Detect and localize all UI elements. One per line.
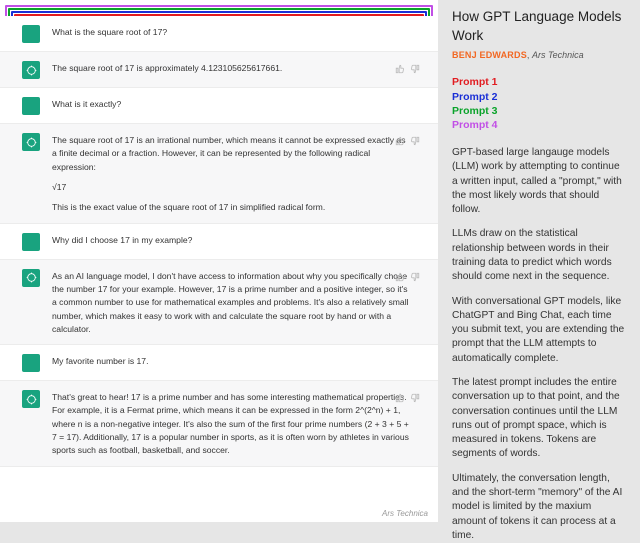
message-text: Why did I choose 17 in my example? [52,232,412,247]
thumbs-up-icon[interactable] [395,269,405,287]
article-byline: BENJ EDWARDS, Ars Technica [452,49,628,62]
article-para: The latest prompt includes the entire co… [452,376,628,462]
feedback-buttons [395,269,420,287]
message-para: √17 [52,181,412,194]
attribution-text: Ars Technica [382,509,428,518]
prompt-legend: Prompt 1 Prompt 2 Prompt 3 Prompt 4 [452,75,628,132]
assistant-avatar-icon [22,269,40,287]
chat-pane: What is the square root of 17? The squar… [0,0,438,522]
article-title: How GPT Language Models Work [452,8,628,46]
message-text: What is it exactly? [52,96,412,111]
side-pane: How GPT Language Models Work BENJ EDWARD… [438,0,640,522]
thumbs-down-icon[interactable] [410,61,420,79]
message-list: What is the square root of 17? The squar… [0,0,438,473]
assistant-avatar-icon [22,133,40,151]
message-text: The square root of 17 is approximately 4… [52,60,412,75]
message-assistant: The square root of 17 is approximately 4… [0,51,438,88]
message-text: As an AI language model, I don't have ac… [52,268,412,337]
message-text: What is the square root of 17? [52,24,412,39]
prompt4-label: Prompt 4 [452,118,628,132]
message-para: The square root of 17 is an irrational n… [52,134,412,174]
assistant-avatar-icon [22,390,40,408]
article-para: Ultimately, the conversation length, and… [452,472,628,543]
user-avatar-icon [22,97,40,115]
user-avatar-icon [22,233,40,251]
user-avatar-icon [22,25,40,43]
thumbs-down-icon[interactable] [410,133,420,151]
thumbs-up-icon[interactable] [395,390,405,408]
prompt2-label: Prompt 2 [452,90,628,104]
thumbs-down-icon[interactable] [410,390,420,408]
thumbs-up-icon[interactable] [395,61,405,79]
message-assistant: That's great to hear! 17 is a prime numb… [0,380,438,467]
message-text: My favorite number is 17. [52,353,412,368]
thumbs-down-icon[interactable] [410,269,420,287]
prompt1-label: Prompt 1 [452,75,628,89]
article-para: With conversational GPT models, like Cha… [452,295,628,366]
message-user: My favorite number is 17. [0,345,438,380]
message-text: The square root of 17 is an irrational n… [52,132,412,215]
article-body: GPT-based large langauge models (LLM) wo… [452,146,628,543]
feedback-buttons [395,61,420,79]
feedback-buttons [395,390,420,408]
feedback-buttons [395,133,420,151]
article-para: GPT-based large langauge models (LLM) wo… [452,146,628,217]
message-assistant: As an AI language model, I don't have ac… [0,259,438,346]
assistant-avatar-icon [22,61,40,79]
thumbs-up-icon[interactable] [395,133,405,151]
user-avatar-icon [22,354,40,372]
message-text: That's great to hear! 17 is a prime numb… [52,389,412,458]
author-name: BENJ EDWARDS [452,50,527,60]
message-user: What is it exactly? [0,88,438,123]
article-para: LLMs draw on the statistical relationshi… [452,227,628,284]
message-user: Why did I choose 17 in my example? [0,224,438,259]
message-user: What is the square root of 17? [0,16,438,51]
message-para: This is the exact value of the square ro… [52,201,412,214]
prompt3-label: Prompt 3 [452,104,628,118]
message-assistant: The square root of 17 is an irrational n… [0,123,438,224]
source-name: Ars Technica [532,50,584,60]
